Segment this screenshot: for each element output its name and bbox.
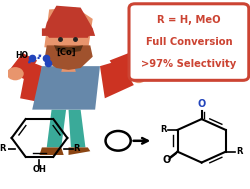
Text: >97% Selectivity: >97% Selectivity	[141, 59, 236, 69]
Polygon shape	[68, 110, 86, 147]
Polygon shape	[20, 60, 42, 102]
Polygon shape	[110, 53, 141, 83]
Polygon shape	[100, 60, 134, 98]
Text: O: O	[162, 155, 171, 165]
Text: R: R	[160, 125, 167, 134]
Polygon shape	[44, 45, 93, 70]
Text: R = H, MeO: R = H, MeO	[157, 15, 221, 25]
Text: R: R	[74, 144, 80, 153]
Text: HO: HO	[15, 51, 28, 60]
Polygon shape	[44, 6, 93, 38]
Circle shape	[132, 72, 146, 83]
Text: O: O	[198, 99, 206, 109]
Text: OH: OH	[32, 165, 46, 174]
Text: [Co]: [Co]	[56, 48, 76, 57]
Polygon shape	[42, 28, 95, 36]
Text: R: R	[236, 147, 242, 156]
FancyBboxPatch shape	[129, 4, 249, 80]
Polygon shape	[8, 53, 37, 79]
Polygon shape	[68, 147, 90, 155]
Polygon shape	[54, 45, 83, 53]
Circle shape	[106, 131, 131, 151]
Polygon shape	[40, 147, 64, 155]
Polygon shape	[61, 62, 76, 72]
Polygon shape	[32, 66, 100, 110]
Text: R: R	[0, 144, 5, 153]
Polygon shape	[44, 8, 93, 51]
Circle shape	[7, 67, 24, 80]
Polygon shape	[47, 110, 66, 147]
Text: Full Conversion: Full Conversion	[146, 37, 232, 47]
